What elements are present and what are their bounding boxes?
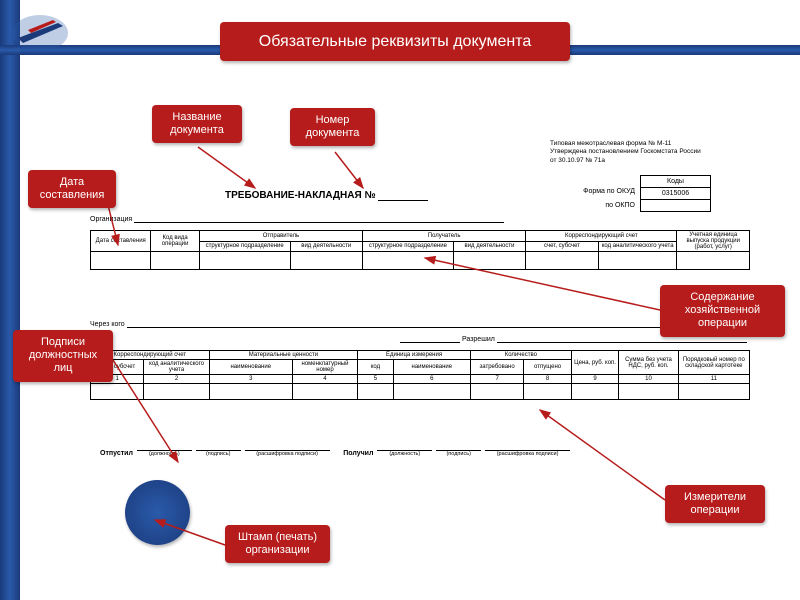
form-info-1: Типовая межотраслевая форма № М-11 <box>550 140 710 148</box>
form-info-3: от 30.10.97 № 71а <box>550 157 710 165</box>
okpo-value <box>641 200 711 212</box>
kody-header: Коды <box>641 176 711 188</box>
signature-row: Отпустил (должность) (подпись) (расшифро… <box>100 450 760 457</box>
through-line: Через кого <box>90 320 727 328</box>
header-table: Дата составления Код вида операции Отпра… <box>90 230 750 270</box>
callout-date: Дата составления <box>28 170 116 208</box>
callout-stamp: Штамп (печать) организации <box>225 525 330 563</box>
form-meta: Типовая межотраслевая форма № М-11 Утвер… <box>550 140 710 165</box>
callout-content: Содержание хозяйственной операции <box>660 285 785 337</box>
okud-value: 0315006 <box>641 188 711 200</box>
code-block: Коды 0315006 <box>640 175 711 212</box>
items-table: Корреспондирующий счет Материальные ценн… <box>90 350 750 400</box>
document-title: ТРЕБОВАНИЕ-НАКЛАДНАЯ № <box>225 190 428 201</box>
callout-signatures: Подписи должностных лиц <box>13 330 113 382</box>
callout-measures: Измерители операции <box>665 485 765 523</box>
okpo-label: по ОКПО <box>560 202 635 209</box>
decorative-frame-left <box>0 0 20 600</box>
stamp-circle <box>125 480 190 545</box>
callout-number: Номер документа <box>290 108 375 146</box>
logo <box>8 8 73 58</box>
title-banner: Обязательные реквизиты документа <box>220 22 570 61</box>
col-numbers-row: 1234567891011 <box>91 375 750 384</box>
okud-label: Форма по ОКУД <box>560 188 635 195</box>
callout-name: Название документа <box>152 105 242 143</box>
org-line: Организация <box>90 215 504 223</box>
form-info-2: Утверждена постановлением Госкомстата Ро… <box>550 148 710 156</box>
